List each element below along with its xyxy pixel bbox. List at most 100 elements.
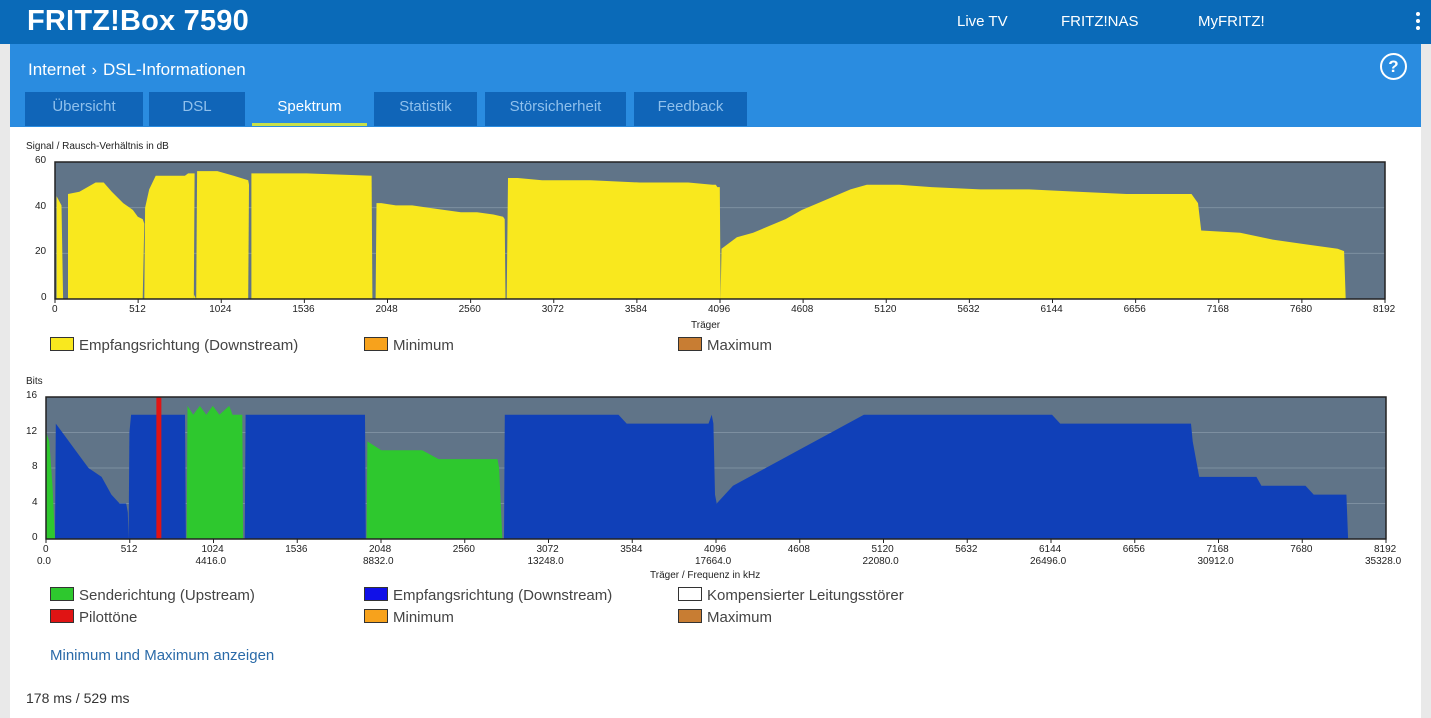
bits-freq-tick-label: 0.0 [37,556,51,567]
snr-x-tick-label: 5120 [874,304,897,315]
legend-bits-maximum: Maximum [678,609,772,626]
bits-freq-tick-label: 17664.0 [695,556,732,567]
show-min-max-link[interactable]: Minimum und Maximum anzeigen [50,647,275,664]
help-icon[interactable]: ? [1380,53,1407,80]
bits-x-tick-label: 4608 [787,544,810,555]
bits-freq-tick-label: 4416.0 [195,556,227,567]
nav-fritz-nas[interactable]: FRITZ!NAS [1061,13,1139,30]
timing-text: 178 ms / 529 ms [26,690,130,706]
legend-label: Maximum [707,609,773,626]
snr-series-0-segment [193,294,197,299]
snr-x-tick-label: 6144 [1040,304,1063,315]
bits-chart [45,396,1387,543]
legend-swatch [678,337,702,351]
snr-y-axis-title: Signal / Rausch-Verhältnis in dB [26,141,169,152]
legend-snr-minimum: Minimum [364,337,454,354]
nav-live-tv[interactable]: Live TV [957,13,1008,30]
bits-x-tick-label: 2048 [369,544,392,555]
bits-y-axis-title: Bits [26,376,43,387]
legend-swatch [364,587,388,601]
snr-x-tick-label: 8192 [1373,304,1396,315]
legend-label: Minimum [393,337,454,354]
snr-series-0-segment [56,196,64,299]
bits-freq-tick-label: 26496.0 [1030,556,1067,567]
tab-uebersicht[interactable]: Übersicht [25,92,143,126]
legend-swatch [364,609,388,623]
bits-pilot-tone-bar [156,397,162,539]
bits-series-0-segment [46,432,55,539]
bits-freq-tick-label: 13248.0 [527,556,564,567]
bits-x-tick-label: 3584 [620,544,643,555]
snr-chart [54,161,1386,303]
snr-x-tick-label: 5632 [957,304,980,315]
legend-bits-downstream: Empfangsrichtung (Downstream) [364,587,612,604]
snr-x-tick-label: 7168 [1206,304,1229,315]
bits-y-tick-label: 0 [32,532,38,543]
legend-swatch [50,609,74,623]
snr-x-tick-label: 2560 [458,304,481,315]
legend-label: Minimum [393,609,454,626]
legend-bits-upstream: Senderichtung (Upstream) [50,587,255,604]
breadcrumb-parent[interactable]: Internet [28,60,86,79]
tab-dsl[interactable]: DSL [149,92,245,126]
snr-y-tick-label: 20 [35,246,47,258]
breadcrumb: Internet › DSL-Informationen [28,60,246,80]
bits-x-tick-label: 6656 [1122,544,1145,555]
bits-x-tick-label: 512 [120,544,138,555]
bits-x-tick-label: 5120 [871,544,894,555]
snr-series-0-segment [144,173,195,299]
bits-series-1-segment [504,414,1349,539]
snr-series-0-segment [196,171,249,299]
main-content: Signal / Rausch-Verhältnis in dB Träger … [10,127,1421,718]
tab-statistik[interactable]: Statistik [374,92,477,126]
bits-y-tick-label: 8 [32,461,38,472]
snr-x-tick-label: 3584 [624,304,648,315]
breadcrumb-current: DSL-Informationen [102,60,246,79]
legend-label: Senderichtung (Upstream) [79,587,255,604]
bits-x-tick-label: 4096 [704,544,727,555]
legend-swatch [678,609,702,623]
bits-x-tick-label: 1536 [285,544,308,555]
legend-snr-maximum: Maximum [678,337,772,354]
legend-swatch [678,587,702,601]
bits-y-tick-label: 16 [26,390,38,401]
snr-y-tick-label: 40 [35,200,47,212]
bits-x-tick-label: 0 [43,544,49,555]
tab-stoersicherheit[interactable]: Störsicherheit [485,92,626,126]
tab-feedback[interactable]: Feedback [634,92,747,126]
bits-freq-tick-label: 8832.0 [363,556,394,567]
snr-x-tick-label: 2048 [375,304,398,315]
brand-title: FRITZ!Box 7590 [27,5,249,37]
legend-label: Pilottöne [79,609,138,626]
bits-y-tick-label: 4 [32,496,38,508]
bits-x-tick-label: 3072 [536,544,559,555]
snr-x-tick-label: 7680 [1289,304,1313,315]
snr-y-tick-label: 0 [41,292,47,303]
snr-x-tick-label: 3072 [541,304,564,315]
bits-x-tick-label: 6144 [1039,544,1062,555]
nav-myfritz[interactable]: MyFRITZ! [1198,13,1265,30]
snr-series-0-segment [251,173,373,299]
legend-bits-compensated: Kompensierter Leitungsstörer [678,587,904,604]
tab-spektrum[interactable]: Spektrum [252,92,367,126]
snr-x-tick-label: 1536 [292,304,315,315]
bits-series-0-segment [186,405,244,539]
legend-swatch [50,337,74,351]
snr-series-0-segment [506,178,721,299]
chevron-right-icon: › [91,62,97,79]
bits-x-tick-label: 8192 [1374,544,1397,555]
legend-swatch [364,337,388,351]
legend-swatch [50,587,74,601]
more-menu-icon[interactable] [1412,10,1424,34]
bits-series-1-segment [244,414,366,539]
legend-snr-downstream: Empfangsrichtung (Downstream) [50,337,298,354]
snr-y-tick-label: 60 [35,155,47,166]
bits-x-tick-label: 7680 [1290,544,1313,555]
bits-x-tick-label: 2560 [452,544,475,555]
snr-x-tick-label: 512 [129,304,146,315]
sub-header: Internet › DSL-Informationen ? Übersicht D… [10,44,1421,127]
snr-x-axis-title: Träger [691,320,721,331]
bits-series-0-segment [366,441,503,539]
bits-freq-tick-label: 35328.0 [1365,556,1402,567]
snr-x-tick-label: 1024 [209,304,232,315]
